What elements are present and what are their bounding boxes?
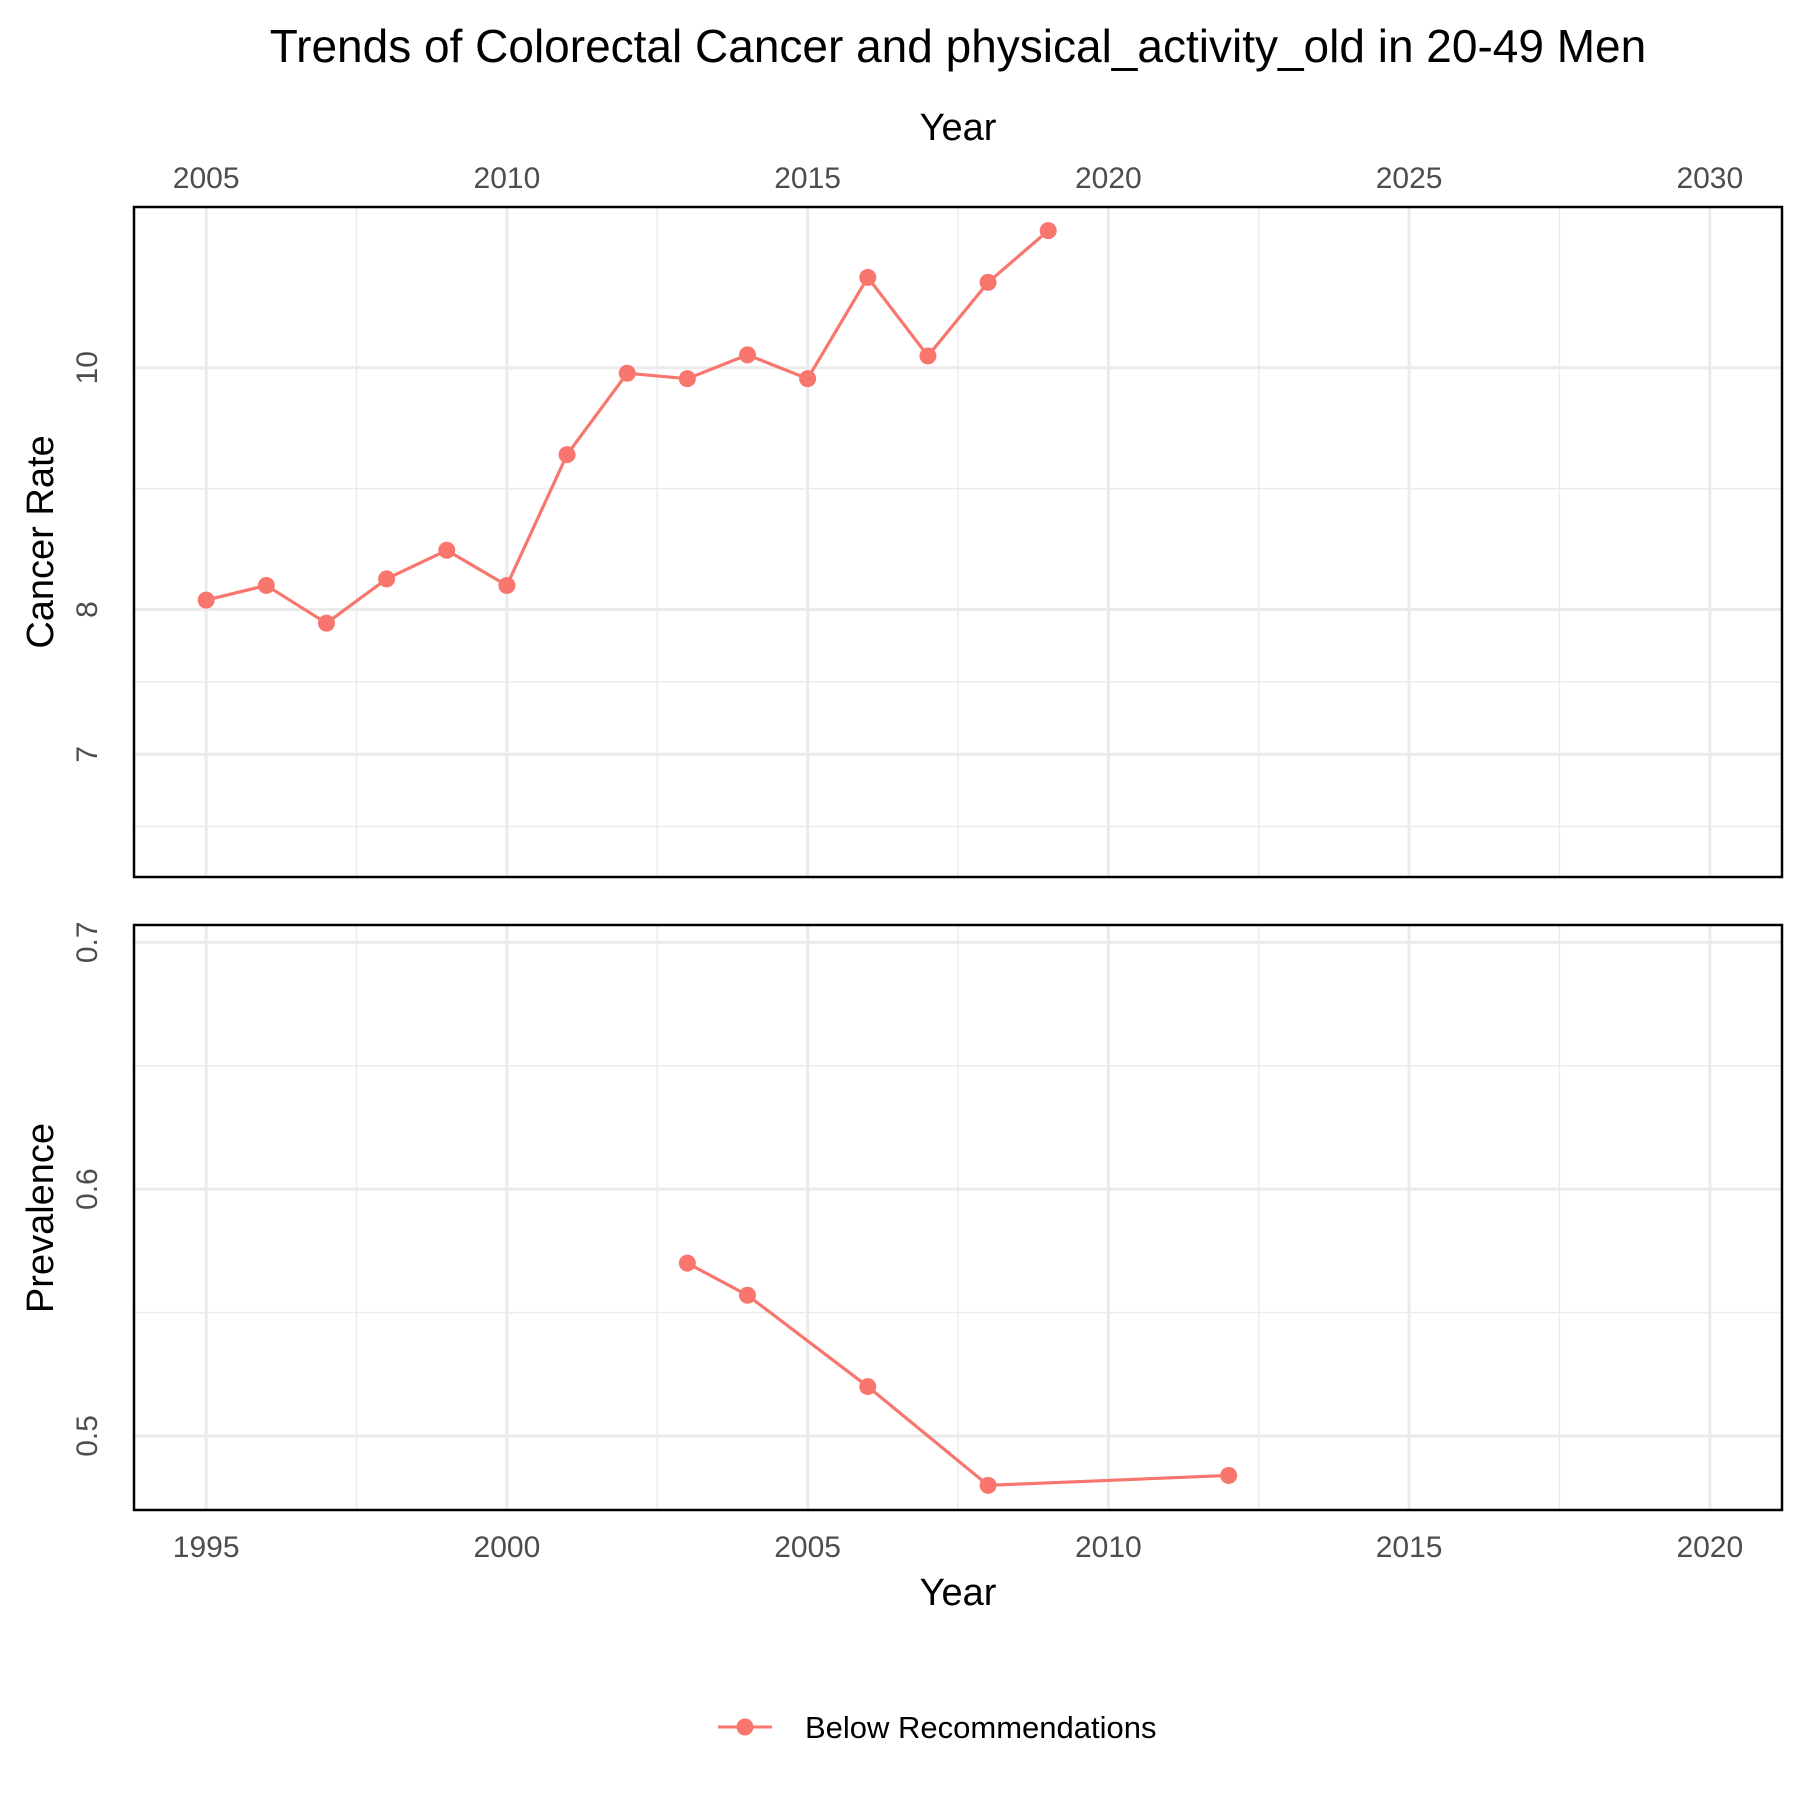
prevalence-data-point [738, 1286, 756, 1304]
cancer-rate-data-point [197, 591, 215, 609]
legend: Below Recommendations [718, 1710, 1157, 1745]
cancer-rate-data-point [799, 370, 817, 388]
prevalence-x-tick-label: 2000 [474, 1531, 541, 1564]
prevalence-series [678, 1254, 1238, 1494]
cancer-rate-data-point [257, 576, 275, 594]
cancer-rate-data-point [678, 370, 696, 388]
prevalence-x-tick-label: 2020 [1676, 1531, 1743, 1564]
prevalence-x-ticks: 1995 2000 2005 2010 2015 2020 [173, 1531, 1743, 1564]
prevalence-panel: 1995 2000 2005 2010 2015 2020 0.50.60.7 Year … [20, 921, 1784, 1614]
cancer-rate-y-tick-label: 10 [71, 351, 104, 384]
cancer-rate-data-point [738, 346, 756, 364]
cancer-rate-x-tick-label: 2025 [1376, 162, 1443, 195]
prevalence-data-point [678, 1254, 696, 1272]
cancer-rate-series [197, 222, 1057, 632]
cancer-rate-panel: 2005 2010 2015 2020 2025 2030 7 8 10 Year Cance… [20, 107, 1784, 879]
prevalence-panel-border [132, 923, 1784, 1512]
cancer-rate-data-point [1039, 222, 1057, 240]
cancer-rate-y-tick-label: 8 [71, 601, 104, 618]
cancer-rate-y-tick-label: 7 [71, 746, 104, 763]
prevalence-x-tick-label: 2015 [1376, 1531, 1443, 1564]
cancer-rate-x-tick-label: 2030 [1676, 162, 1743, 195]
prevalence-y-axis-title: Prevalence [20, 1123, 62, 1313]
cancer-rate-data-point [317, 614, 335, 632]
cancer-rate-grid [134, 207, 1782, 877]
prevalence-x-axis-title: Year [920, 1572, 997, 1614]
prevalence-y-ticks: 0.5 0.6 0.7 [71, 921, 104, 1456]
cancer-rate-data-point [979, 273, 997, 291]
prevalence-y-tick-label: 0.5 [71, 1415, 104, 1457]
prevalence-y-tick-label: 0.6 [71, 1168, 104, 1210]
cancer-rate-data-point [438, 541, 456, 559]
cancer-rate-data-point [618, 364, 636, 382]
legend-key-marker [736, 1718, 754, 1736]
prevalence-data-point [979, 1476, 997, 1494]
cancer-rate-x-tick-label: 2010 [474, 162, 541, 195]
cancer-rate-panel-border [132, 205, 1784, 879]
cancer-rate-data-point [919, 347, 937, 365]
cancer-rate-y-ticks: 7 8 10 [71, 351, 104, 762]
cancer-rate-data-point [498, 576, 516, 594]
prevalence-grid [134, 925, 1782, 1510]
cancer-rate-data-point [378, 570, 396, 588]
chart-title: Trends of Colorectal Cancer and physical… [270, 20, 1646, 72]
cancer-rate-x-tick-label: 2015 [774, 162, 841, 195]
prevalence-y-tick-label: 0.7 [71, 921, 104, 963]
cancer-rate-data-point [859, 268, 877, 286]
prevalence-data-point [859, 1378, 877, 1396]
cancer-rate-x-tick-label: 2020 [1075, 162, 1142, 195]
cancer-rate-y-axis-title: Cancer Rate [20, 435, 62, 648]
cancer-rate-x-ticks: 2005 2010 2015 2020 2025 2030 [173, 162, 1743, 195]
cancer-rate-series-line [205, 229, 1050, 625]
legend-label: Below Recommendations [805, 1710, 1157, 1745]
cancer-rate-data-point [558, 446, 576, 464]
cancer-rate-x-axis-title: Year [920, 107, 997, 149]
prevalence-x-tick-label: 2005 [774, 1531, 841, 1564]
prevalence-data-point [1220, 1466, 1238, 1484]
prevalence-x-tick-label: 2010 [1075, 1531, 1142, 1564]
cancer-rate-x-tick-label: 2005 [173, 162, 240, 195]
prevalence-x-tick-label: 1995 [173, 1531, 240, 1564]
